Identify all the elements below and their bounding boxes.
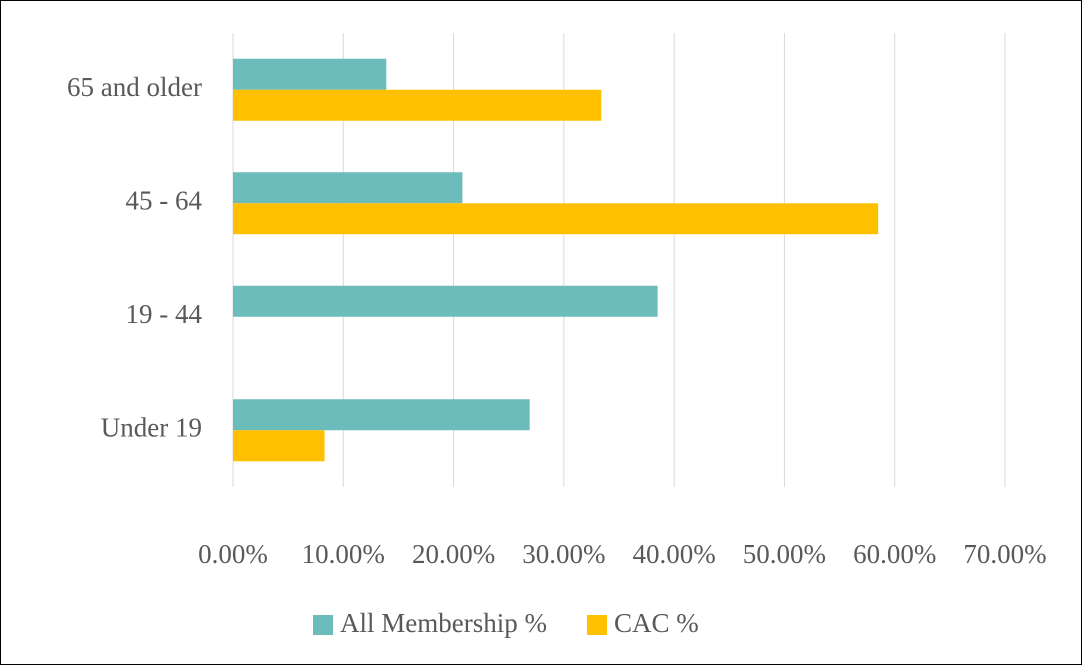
- y-tick-label: 45 - 64: [126, 185, 203, 215]
- y-tick-label: Under 19: [101, 412, 202, 442]
- legend-label: CAC %: [614, 608, 699, 638]
- y-tick-label: 65 and older: [67, 72, 202, 102]
- x-tick-label: 70.00%: [963, 539, 1046, 569]
- bar: [233, 399, 530, 431]
- x-tick-label: 10.00%: [302, 539, 385, 569]
- x-tick-label: 0.00%: [198, 539, 268, 569]
- x-tick-label: 40.00%: [633, 539, 716, 569]
- legend-swatch: [586, 615, 607, 635]
- bar: [233, 285, 658, 317]
- bar: [233, 58, 387, 90]
- x-tick-label: 50.00%: [743, 539, 826, 569]
- x-tick-label: 60.00%: [853, 539, 936, 569]
- legend-swatch: [313, 615, 333, 635]
- y-tick-label: 19 - 44: [126, 299, 203, 329]
- bar: [233, 203, 879, 235]
- x-tick-label: 30.00%: [522, 539, 605, 569]
- legend-label: All Membership %: [340, 608, 547, 638]
- bar: [233, 89, 602, 121]
- x-tick-label: 20.00%: [412, 539, 495, 569]
- bar: [233, 430, 325, 462]
- bar: [233, 172, 463, 204]
